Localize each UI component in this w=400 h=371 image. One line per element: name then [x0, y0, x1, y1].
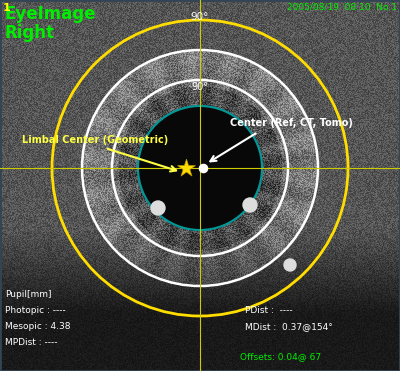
Text: MDist :  0.37@154°: MDist : 0.37@154° [245, 322, 333, 331]
Circle shape [284, 259, 296, 271]
Text: EyeImage
Right: EyeImage Right [5, 5, 96, 42]
Text: Pupil[mm]: Pupil[mm] [5, 290, 52, 299]
Point [200, 165, 206, 171]
Circle shape [151, 201, 165, 215]
Text: Photopic : ----: Photopic : ---- [5, 306, 66, 315]
Text: PDist :  ----: PDist : ---- [245, 306, 293, 315]
Text: 1: 1 [3, 3, 11, 13]
Text: MPDist : ----: MPDist : ---- [5, 338, 58, 347]
Text: 90°: 90° [192, 82, 208, 92]
Text: Limbal Center (Geometric): Limbal Center (Geometric) [22, 135, 168, 145]
Text: Center (Ref, CT, Tomo): Center (Ref, CT, Tomo) [230, 118, 353, 128]
Text: Offsets: 0.04@ 67: Offsets: 0.04@ 67 [240, 352, 321, 361]
Text: Mesopic : 4.38: Mesopic : 4.38 [5, 322, 70, 331]
Point [183, 165, 189, 171]
Text: 2005/08/19  08:10  No.1: 2005/08/19 08:10 No.1 [287, 3, 397, 12]
Circle shape [243, 198, 257, 212]
Text: 90°: 90° [191, 12, 209, 22]
